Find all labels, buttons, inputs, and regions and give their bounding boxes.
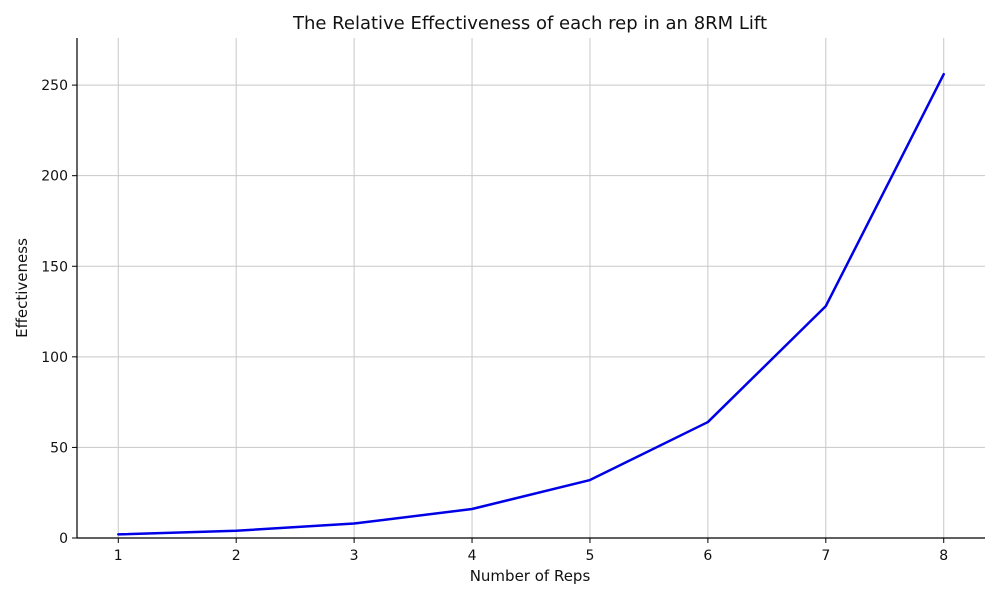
x-tick-label: 8 — [939, 548, 948, 564]
x-tick-label: 4 — [468, 548, 477, 564]
y-tick-label: 100 — [41, 350, 68, 366]
x-tick-label: 5 — [586, 548, 595, 564]
y-tick-label: 0 — [59, 531, 68, 547]
x-tick-label: 6 — [703, 548, 712, 564]
grid — [77, 38, 985, 538]
axes — [76, 38, 985, 539]
x-tick-label: 2 — [232, 548, 241, 564]
x-tick-label: 3 — [350, 548, 359, 564]
y-axis-label: Effectiveness — [13, 238, 31, 338]
series-line — [117, 72, 945, 536]
x-axis-label: Number of Reps — [470, 567, 591, 585]
x-tick-label: 1 — [114, 548, 123, 564]
y-tick-label: 50 — [50, 440, 68, 456]
series — [117, 72, 945, 536]
y-tick-label: 250 — [41, 78, 68, 94]
chart-title: The Relative Effectiveness of each rep i… — [292, 13, 767, 34]
x-tick-label: 7 — [821, 548, 830, 564]
ticks: 1 2 3 4 5 6 7 8 0 50 100 150 200 250 — [41, 78, 948, 564]
y-tick-label: 150 — [41, 259, 68, 275]
y-tick-label: 200 — [41, 169, 68, 185]
